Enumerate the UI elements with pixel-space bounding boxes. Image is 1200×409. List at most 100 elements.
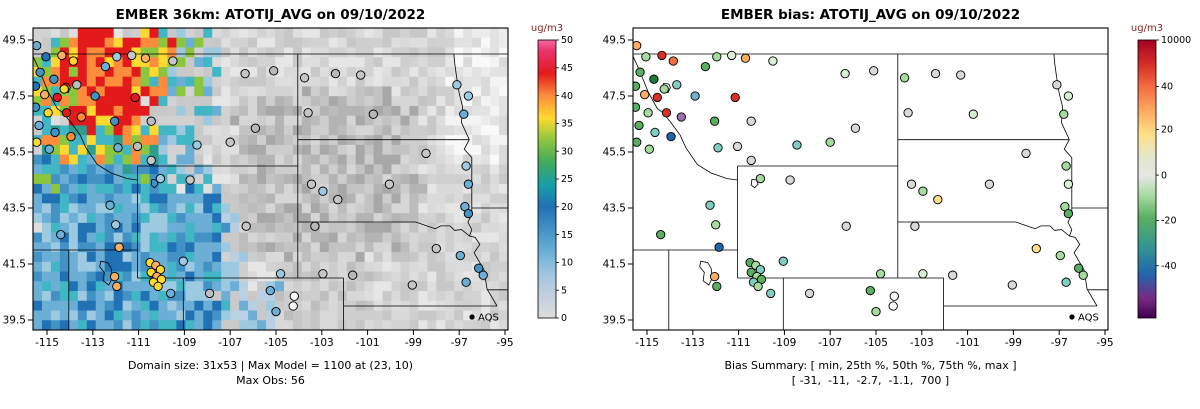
site-marker [871, 306, 881, 317]
site-marker [168, 56, 178, 66]
site-marker [661, 108, 672, 118]
site-marker [478, 270, 488, 280]
site-marker [984, 179, 995, 189]
site-marker [712, 52, 722, 62]
site-markers-layer [33, 40, 488, 317]
site-marker [643, 108, 653, 118]
aqs-legend-label: AQS [1078, 313, 1099, 324]
lake-outline [699, 260, 713, 286]
site-marker [155, 173, 166, 184]
site-marker [656, 229, 666, 240]
site-marker [57, 50, 67, 61]
site-marker [652, 92, 662, 103]
site-marker [431, 243, 441, 254]
site-marker [166, 288, 176, 299]
site-marker [1055, 250, 1065, 261]
site-marker [753, 281, 763, 292]
site-marker [633, 137, 642, 147]
site-marker [633, 102, 641, 112]
site-marker [1063, 179, 1074, 189]
site-markers-layer [633, 40, 1088, 317]
x-tick-label: -105 [264, 337, 288, 349]
x-tick-label: -95 [1096, 337, 1113, 349]
site-marker [318, 186, 328, 196]
axes: -115 -113 -111 -109 -107 -105 -103 -101 -99 -97 -9… [3, 35, 514, 350]
site-marker [146, 155, 156, 166]
site-marker [766, 288, 776, 299]
site-marker [303, 108, 313, 118]
site-marker [288, 301, 298, 311]
site-marker [269, 66, 279, 76]
x-tick-label: -103 [310, 337, 334, 349]
site-marker [888, 301, 898, 311]
site-marker [41, 52, 51, 62]
site-marker [146, 116, 156, 126]
site-marker [192, 140, 202, 150]
colorbar-tick-label: 50 [561, 35, 573, 46]
x-tick-label: -107 [218, 337, 242, 349]
colorbar-tick-label: 20 [561, 202, 573, 213]
site-marker [730, 92, 740, 103]
site-marker [1061, 161, 1071, 171]
state-border [1063, 139, 1073, 208]
site-marker [421, 148, 431, 159]
site-marker [910, 221, 920, 231]
site-marker [672, 80, 682, 90]
aqs-legend-dot [1069, 314, 1075, 320]
plot-frame [32, 27, 509, 331]
site-marker [461, 161, 471, 171]
site-marker [641, 52, 651, 62]
site-marker [732, 141, 743, 152]
site-marker [676, 112, 686, 122]
site-marker [241, 221, 251, 231]
site-marker [727, 50, 737, 61]
site-marker [275, 269, 286, 279]
site-marker [455, 250, 465, 261]
site-marker [90, 91, 100, 101]
x-tick-label: -101 [956, 337, 980, 349]
lake-outline [99, 260, 113, 286]
site-marker [709, 116, 720, 126]
x-tick-label: -99 [405, 337, 422, 349]
site-marker [930, 68, 941, 79]
site-marker [178, 256, 188, 266]
site-marker [1059, 109, 1069, 119]
site-marker [1007, 280, 1017, 290]
plot-frame [632, 27, 1109, 331]
site-marker [112, 281, 122, 292]
colorbar-tick-label: 30 [561, 146, 573, 157]
site-marker [59, 84, 69, 94]
site-marker [204, 288, 215, 299]
site-marker [33, 81, 41, 91]
site-marker [668, 56, 678, 66]
colorbar-tick-label: 45 [561, 63, 573, 74]
site-marker [746, 116, 756, 126]
aqs-legend: AQS [1069, 313, 1099, 324]
site-marker [127, 50, 137, 61]
state-border [33, 55, 138, 181]
colorbar-gradient [1137, 39, 1157, 319]
y-tick-label: 45.5 [3, 147, 26, 159]
site-marker [61, 108, 72, 118]
site-marker [825, 137, 835, 147]
site-marker [114, 242, 124, 252]
site-marker [1063, 91, 1074, 101]
colorbar-tick-label: -20 [1161, 216, 1177, 227]
site-marker [185, 175, 195, 185]
site-marker [474, 263, 484, 273]
state-borders-layer [33, 53, 508, 330]
site-marker [633, 81, 641, 91]
site-marker [956, 70, 966, 80]
colorbar-tick-label: 10 [561, 258, 573, 269]
site-marker [711, 220, 721, 230]
y-tick-label: 43.5 [3, 203, 26, 215]
site-marker [452, 80, 462, 90]
site-marker [785, 175, 795, 185]
state-border [897, 208, 1073, 237]
site-marker [34, 120, 44, 131]
site-marker [840, 68, 850, 79]
x-tick-label: -115 [635, 337, 659, 349]
aqs-legend: AQS [469, 313, 499, 324]
site-marker [804, 288, 815, 299]
